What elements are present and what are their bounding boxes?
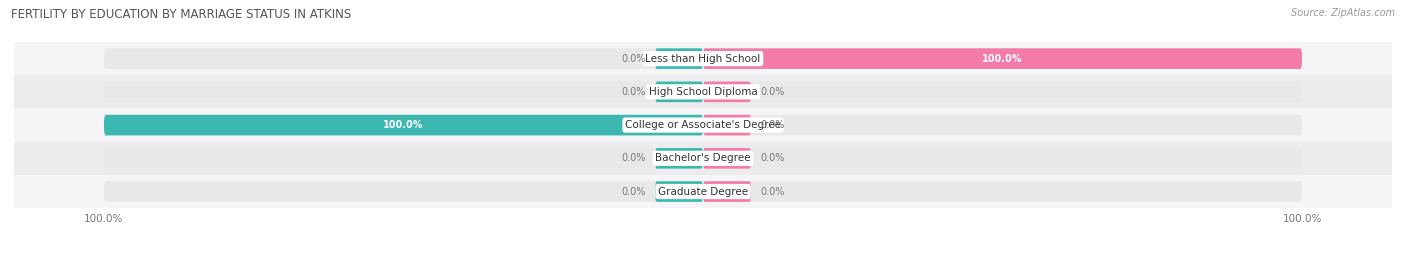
FancyBboxPatch shape	[655, 82, 703, 102]
FancyBboxPatch shape	[703, 181, 751, 202]
Text: 0.0%: 0.0%	[759, 87, 785, 97]
Text: Graduate Degree: Graduate Degree	[658, 186, 748, 197]
FancyBboxPatch shape	[703, 115, 751, 135]
FancyBboxPatch shape	[703, 148, 751, 169]
FancyBboxPatch shape	[703, 115, 1302, 135]
Text: 0.0%: 0.0%	[621, 54, 647, 64]
Text: FERTILITY BY EDUCATION BY MARRIAGE STATUS IN ATKINS: FERTILITY BY EDUCATION BY MARRIAGE STATU…	[11, 8, 352, 21]
Text: 0.0%: 0.0%	[621, 87, 647, 97]
Text: College or Associate's Degree: College or Associate's Degree	[626, 120, 780, 130]
FancyBboxPatch shape	[703, 181, 1302, 202]
FancyBboxPatch shape	[655, 148, 703, 169]
FancyBboxPatch shape	[703, 48, 1302, 69]
FancyBboxPatch shape	[655, 48, 703, 69]
Text: 0.0%: 0.0%	[621, 186, 647, 197]
FancyBboxPatch shape	[655, 181, 703, 202]
Text: 0.0%: 0.0%	[759, 186, 785, 197]
FancyBboxPatch shape	[703, 48, 1302, 69]
Bar	[14, 142, 1392, 175]
FancyBboxPatch shape	[703, 148, 1302, 169]
Bar	[14, 42, 1392, 75]
FancyBboxPatch shape	[104, 148, 703, 169]
FancyBboxPatch shape	[104, 181, 703, 202]
Text: Bachelor's Degree: Bachelor's Degree	[655, 153, 751, 163]
FancyBboxPatch shape	[703, 82, 751, 102]
Text: 100.0%: 100.0%	[983, 54, 1022, 64]
FancyBboxPatch shape	[703, 82, 1302, 102]
Bar	[14, 175, 1392, 208]
FancyBboxPatch shape	[104, 48, 703, 69]
Bar	[14, 108, 1392, 142]
FancyBboxPatch shape	[104, 115, 703, 135]
Text: 0.0%: 0.0%	[759, 120, 785, 130]
Text: 100.0%: 100.0%	[384, 120, 423, 130]
Text: Less than High School: Less than High School	[645, 54, 761, 64]
Bar	[14, 75, 1392, 108]
Text: 0.0%: 0.0%	[621, 153, 647, 163]
FancyBboxPatch shape	[104, 115, 703, 135]
Text: 0.0%: 0.0%	[759, 153, 785, 163]
Text: Source: ZipAtlas.com: Source: ZipAtlas.com	[1291, 8, 1395, 18]
Text: High School Diploma: High School Diploma	[648, 87, 758, 97]
FancyBboxPatch shape	[104, 82, 703, 102]
